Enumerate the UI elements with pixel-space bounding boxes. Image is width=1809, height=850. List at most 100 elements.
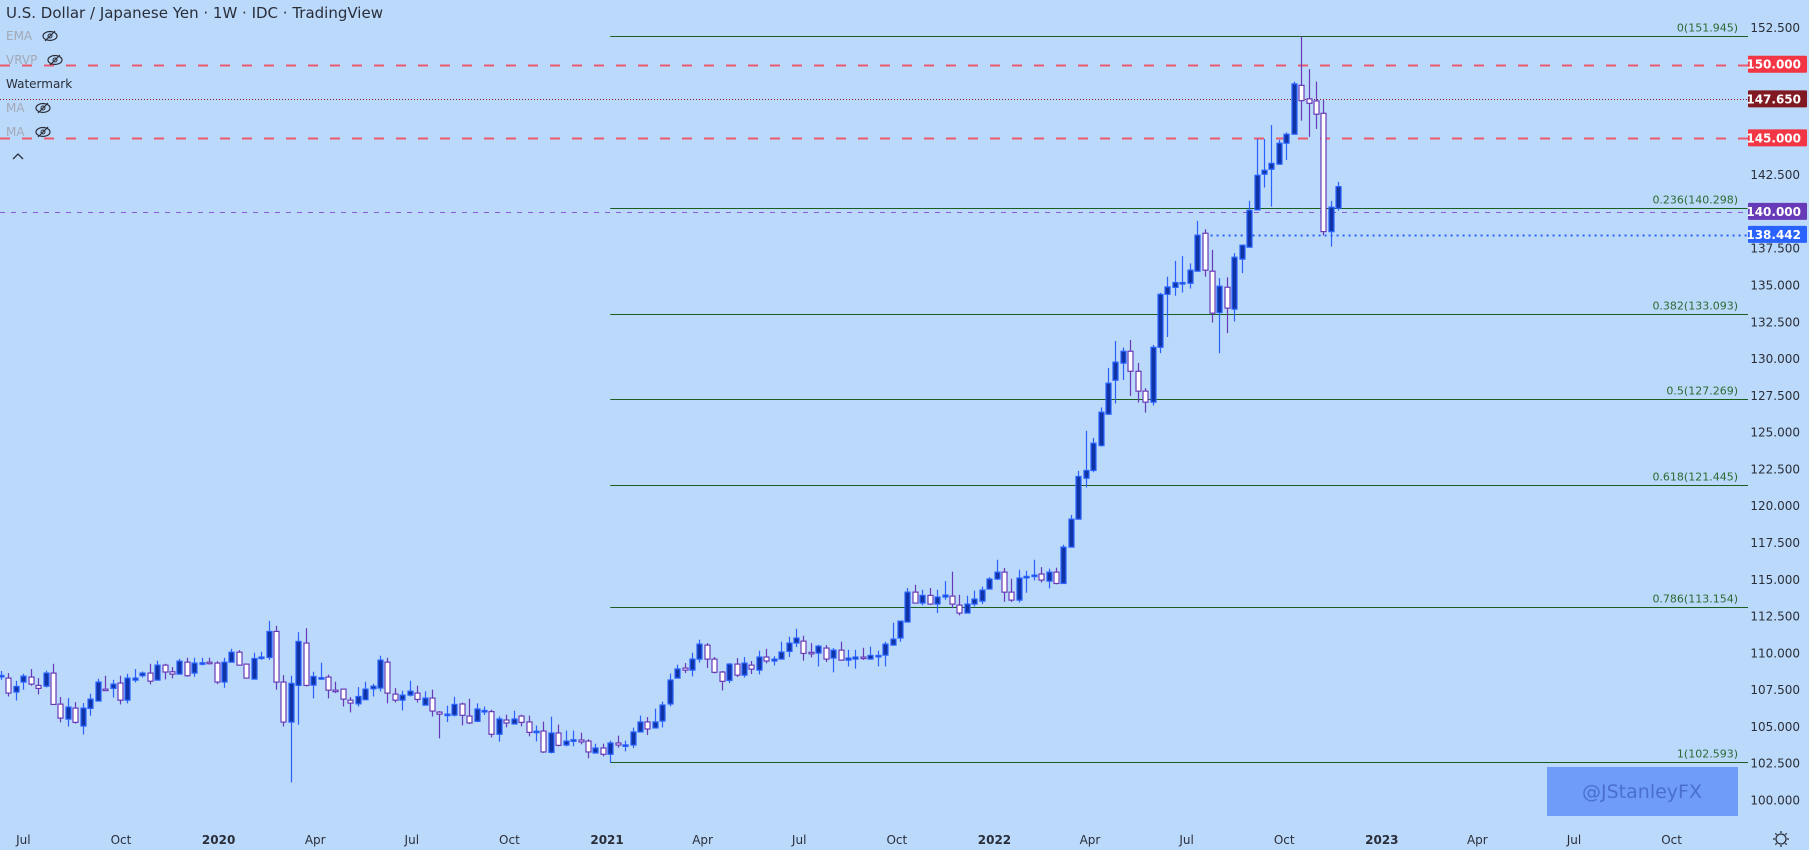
- candle: [882, 641, 889, 667]
- candle: [280, 675, 287, 727]
- candle-body: [1335, 185, 1342, 209]
- legend-item-vrvp[interactable]: VRVP: [6, 48, 383, 72]
- candle: [1105, 367, 1112, 415]
- time-tick-label: 2023: [1365, 833, 1398, 847]
- candle-body: [407, 690, 414, 696]
- candle: [124, 673, 131, 704]
- candle-body: [942, 594, 949, 598]
- candle: [43, 670, 50, 688]
- candle: [451, 696, 458, 717]
- candle-body: [555, 732, 562, 746]
- candle-body: [890, 638, 897, 646]
- price-tag[interactable]: 140.000: [1746, 202, 1807, 220]
- candle-body: [1209, 270, 1216, 314]
- candle: [488, 709, 495, 738]
- candle: [236, 650, 243, 666]
- candle-body: [139, 672, 146, 677]
- gear-icon[interactable]: [1773, 831, 1789, 847]
- candle: [1231, 253, 1238, 322]
- legend-item-ema[interactable]: EMA: [6, 24, 383, 48]
- candle-body: [741, 662, 748, 676]
- price-tag-background: [1748, 225, 1807, 243]
- candle: [95, 678, 102, 702]
- time-tick-label: Oct: [886, 833, 907, 847]
- time-axis[interactable]: Jul Oct 2020 Apr Jul Oct 2021 Apr Jul Oct 2022 Apr J…: [15, 833, 1682, 847]
- candle: [986, 577, 993, 590]
- candle: [600, 743, 607, 757]
- candle-body: [466, 715, 473, 724]
- candle-body: [214, 662, 221, 683]
- candle-body: [332, 689, 339, 693]
- candle: [102, 675, 109, 692]
- legend-label: Watermark: [6, 77, 73, 91]
- candle-body: [43, 672, 50, 687]
- candle: [184, 657, 191, 677]
- candle-body: [65, 706, 72, 720]
- candle: [139, 671, 146, 678]
- settings-button[interactable]: [1773, 831, 1789, 847]
- candle: [540, 721, 547, 753]
- candle-body: [964, 603, 971, 614]
- chevron-up-icon[interactable]: [12, 152, 24, 160]
- eye-crossed-icon[interactable]: [34, 126, 51, 138]
- candle: [1224, 277, 1231, 334]
- candle-body: [533, 730, 540, 734]
- time-tick-label: 2022: [978, 833, 1011, 847]
- candle: [1053, 567, 1060, 585]
- candle: [1313, 81, 1320, 129]
- eye-crossed-icon[interactable]: [34, 102, 51, 114]
- candle-body: [637, 721, 644, 733]
- candle-body: [280, 681, 287, 723]
- eye-crossed-icon[interactable]: [47, 54, 63, 66]
- legend-item-ma-2[interactable]: MA: [6, 120, 383, 144]
- candle-body: [956, 604, 963, 614]
- candle: [347, 697, 354, 713]
- candle-body: [117, 682, 124, 701]
- eye-crossed-icon[interactable]: [42, 30, 58, 42]
- legend-label: MA: [6, 101, 25, 115]
- candle: [979, 586, 986, 605]
- price-tag[interactable]: 150.000: [1746, 55, 1807, 73]
- price-axis[interactable]: 152.500 142.500 137.500 135.000 132.500 130.0…: [1746, 21, 1807, 808]
- candle: [496, 716, 503, 742]
- candle-body: [318, 677, 325, 680]
- candle-body: [481, 709, 488, 713]
- price-tag[interactable]: 145.000: [1746, 129, 1807, 147]
- legend-item-ma[interactable]: MA: [6, 96, 383, 120]
- candle: [1179, 256, 1186, 293]
- candle: [243, 663, 250, 679]
- candle-body: [1060, 546, 1067, 585]
- candle-body: [1090, 442, 1097, 472]
- candle: [5, 673, 12, 697]
- candle-body: [87, 698, 94, 709]
- fib-level-label: 0.786(113.154): [1652, 593, 1738, 606]
- candle-body: [1283, 133, 1290, 144]
- candle-body: [830, 649, 837, 659]
- legend-item-watermark[interactable]: Watermark: [6, 72, 383, 96]
- candle-body: [1016, 577, 1023, 601]
- candle: [1098, 407, 1105, 447]
- candle: [1261, 138, 1268, 188]
- candle: [726, 663, 733, 684]
- candle: [1276, 139, 1283, 165]
- candle: [927, 588, 934, 605]
- candle-body: [1075, 475, 1082, 520]
- candle-body: [191, 662, 198, 674]
- price-tag[interactable]: 138.442: [1746, 225, 1807, 243]
- price-tick-label: 142.500: [1750, 168, 1800, 182]
- fib-retracement[interactable]: 0(151.945) 0.236(140.298) 0.382(133.093) 0.…: [610, 22, 1748, 763]
- candle: [696, 639, 703, 663]
- candle-body: [719, 671, 726, 682]
- price-tag-label: 145.000: [1746, 131, 1801, 145]
- candle-body: [1031, 574, 1038, 578]
- price-tag[interactable]: 147.650: [1746, 90, 1807, 108]
- candle: [28, 669, 35, 686]
- candle-body: [1023, 575, 1030, 579]
- candle: [689, 652, 696, 677]
- candle-body: [949, 595, 956, 605]
- candle: [838, 641, 845, 661]
- candle-body: [325, 676, 332, 691]
- legend-collapse-button[interactable]: [6, 144, 383, 168]
- price-tag-label: 140.000: [1746, 205, 1801, 219]
